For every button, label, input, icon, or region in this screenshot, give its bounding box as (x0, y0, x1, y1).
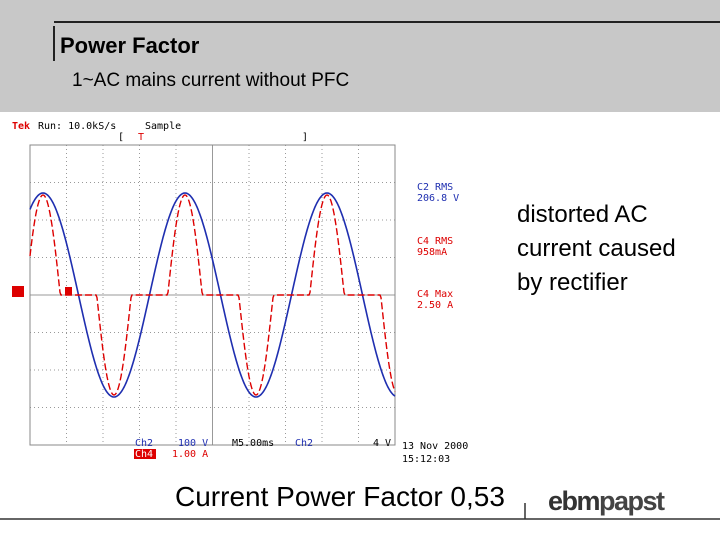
setting: Ch2 (135, 438, 153, 449)
measurement-value: 206.8 V (417, 193, 459, 204)
scope-mode: Sample (145, 121, 181, 132)
voltage-trace (29, 192, 396, 398)
caption: Current Power Factor 0,53 (175, 481, 505, 512)
logo: ebmpapst (548, 486, 665, 516)
scope-acquisition: Run: 10.0kS/s (38, 121, 116, 132)
scope-frame (29, 144, 396, 446)
setting: Ch2 (295, 438, 313, 449)
scope-brand: Tek (12, 121, 30, 132)
measurement-label: C2 RMS (417, 182, 453, 193)
current-trace (29, 194, 396, 396)
logo-part: ebm (548, 486, 600, 516)
annotation: distorted AC current caused by rectifier (517, 201, 676, 296)
subtitle: 1~AC mains current without PFC (72, 70, 349, 91)
logo-part: papst (599, 486, 665, 516)
bracket: [ (118, 132, 124, 143)
header-band (0, 0, 720, 112)
measurement-label: C4 Max (417, 289, 453, 300)
scope-date: 13 Nov 2000 (402, 441, 468, 452)
bracket: ] (302, 132, 308, 143)
scope-time: 15:12:03 (402, 454, 450, 465)
title: Power Factor (60, 33, 200, 58)
setting: Ch4 (135, 449, 153, 460)
measurement-label: C4 RMS (417, 236, 453, 247)
ch4-badge (134, 449, 156, 459)
ch4-marker (12, 286, 24, 297)
setting: M5.00ms (232, 438, 274, 449)
setting: 1.00 A (172, 449, 208, 460)
trigger-marker: T (138, 132, 144, 143)
trigger-point (65, 287, 72, 295)
setting: 4 V (373, 438, 391, 449)
setting: 100 V (178, 438, 208, 449)
measurement-value: 2.50 A (417, 300, 453, 311)
measurement-value: 958mA (417, 247, 447, 258)
